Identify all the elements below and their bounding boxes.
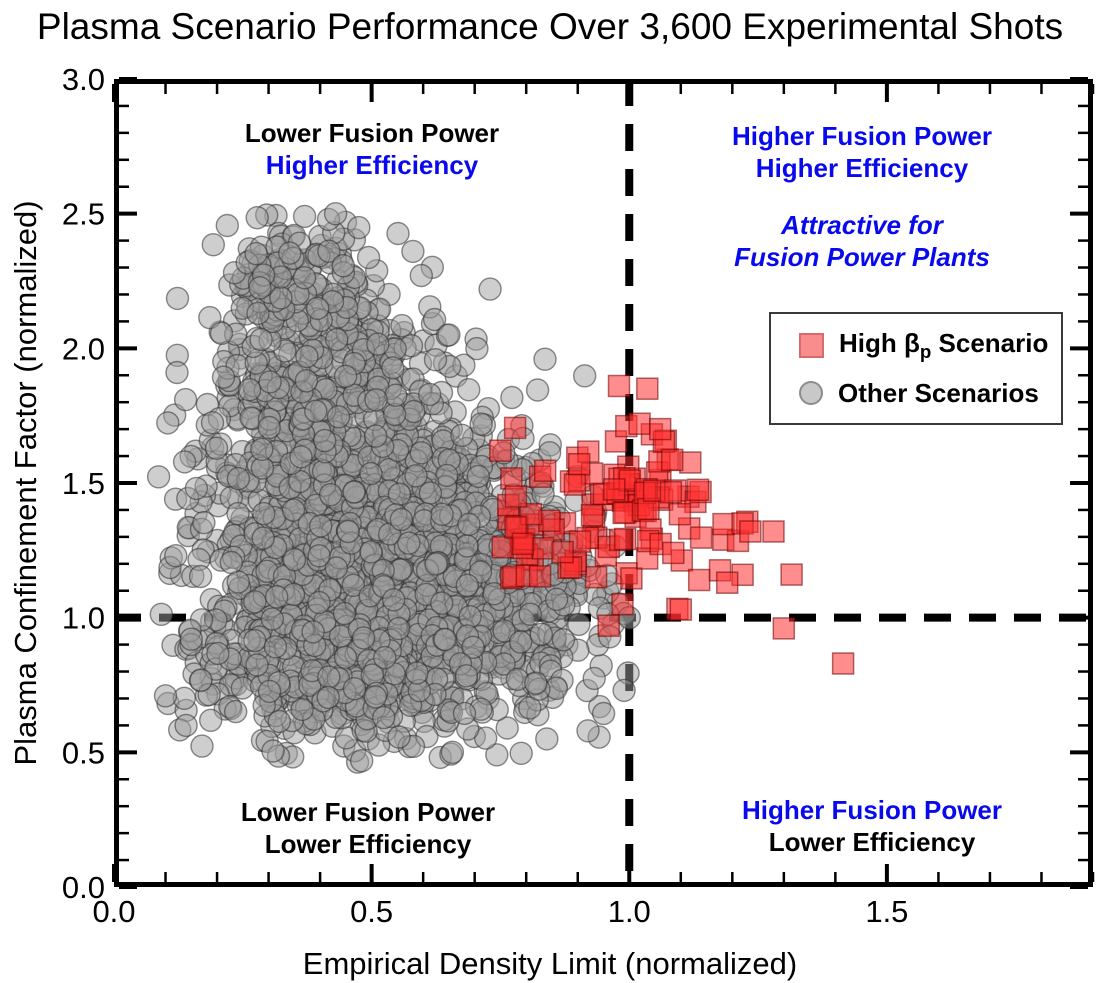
quadrant-line: Higher Fusion Power xyxy=(731,121,993,151)
quadrant-note: Attractive for Fusion Power Plants xyxy=(732,209,992,273)
quadrant-line: Higher Efficiency xyxy=(755,153,969,183)
quadrant-label-top-right: Higher Fusion Power Higher Efficiency At… xyxy=(732,120,992,273)
svg-text:1.5: 1.5 xyxy=(62,466,105,501)
reference-dashed-lines xyxy=(114,79,1093,887)
legend-square-marker-icon xyxy=(799,333,824,359)
plot-frame-and-ticks xyxy=(112,77,1095,889)
legend: High βp Scenario Other Scenarios xyxy=(769,312,1063,425)
quadrant-note-line: Fusion Power Plants xyxy=(734,242,990,272)
quadrant-note-line: Attractive for xyxy=(781,210,943,240)
svg-text:0.5: 0.5 xyxy=(350,894,393,929)
quadrant-label-bottom-left: Lower Fusion Power Lower Efficiency xyxy=(241,796,495,860)
svg-text:1.0: 1.0 xyxy=(62,601,105,636)
quadrant-line: Lower Efficiency xyxy=(264,829,472,859)
legend-item-other: Other Scenarios xyxy=(799,378,1061,409)
quadrant-line: Higher Fusion Power xyxy=(741,795,1003,825)
svg-text:2.0: 2.0 xyxy=(62,331,105,366)
legend-circle-marker-icon xyxy=(799,381,823,406)
x-axis-label: Empirical Density Limit (normalized) xyxy=(302,946,798,981)
quadrant-line: Lower Fusion Power xyxy=(240,797,496,827)
legend-label: Other Scenarios xyxy=(838,377,1039,408)
svg-text:3.0: 3.0 xyxy=(62,62,105,97)
legend-label: High βp Scenario xyxy=(839,328,1049,363)
svg-text:1.5: 1.5 xyxy=(865,894,908,929)
y-axis-label: Plasma Confinement Factor (normalized) xyxy=(8,200,43,766)
tick-labels: 0.0 0.5 1.0 1.5 0.0 0.5 1.0 1.5 2.0 2.5 3.0 xyxy=(62,62,909,929)
svg-text:1.0: 1.0 xyxy=(608,894,651,929)
svg-text:2.5: 2.5 xyxy=(62,197,105,232)
quadrant-label-top-left: Lower Fusion Power Higher Efficiency xyxy=(245,117,499,181)
svg-text:0.0: 0.0 xyxy=(92,894,135,929)
svg-text:0.5: 0.5 xyxy=(62,735,105,770)
quadrant-line: Higher Efficiency xyxy=(265,150,479,180)
chart-title: Plasma Scenario Performance Over 3,600 E… xyxy=(36,6,1064,47)
quadrant-line: Lower Fusion Power xyxy=(244,118,500,148)
legend-item-high-beta: High βp Scenario xyxy=(799,328,1061,363)
quadrant-line: Lower Efficiency xyxy=(768,827,976,857)
scatter-points xyxy=(146,201,855,774)
svg-text:0.0: 0.0 xyxy=(62,870,105,905)
quadrant-label-bottom-right: Higher Fusion Power Lower Efficiency xyxy=(742,794,1002,858)
